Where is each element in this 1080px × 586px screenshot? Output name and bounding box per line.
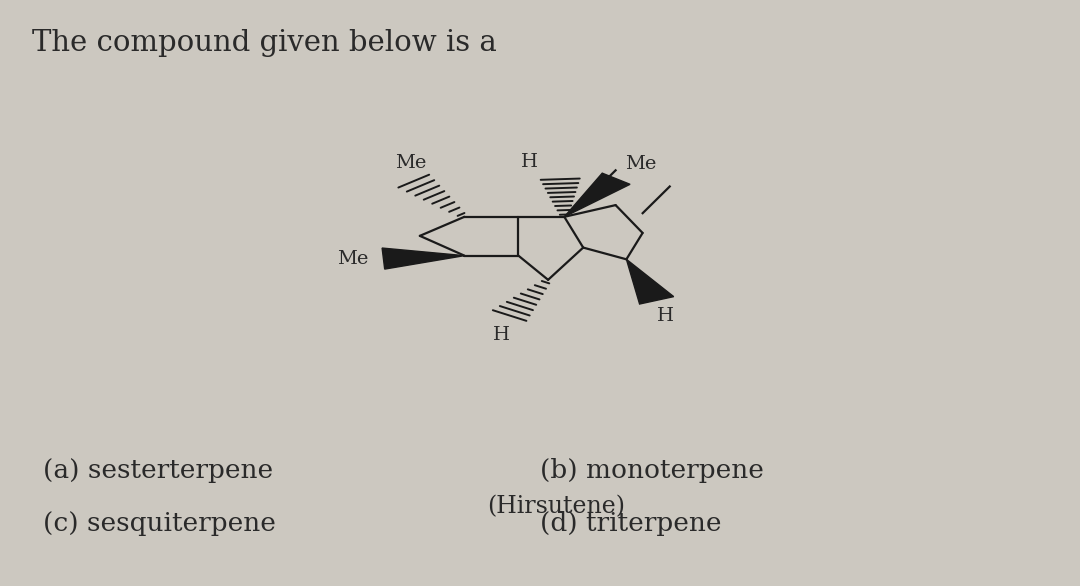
- Text: (b) monoterpene: (b) monoterpene: [540, 458, 764, 483]
- Text: H: H: [522, 153, 538, 171]
- Text: Me: Me: [337, 250, 368, 268]
- Text: (c) sesquiterpene: (c) sesquiterpene: [43, 511, 276, 536]
- Text: H: H: [494, 326, 510, 344]
- Polygon shape: [626, 259, 674, 304]
- Text: Me: Me: [394, 154, 427, 172]
- Text: (a) sesterterpene: (a) sesterterpene: [43, 458, 273, 483]
- Text: H: H: [657, 307, 674, 325]
- Polygon shape: [564, 173, 630, 217]
- Text: The compound given below is a: The compound given below is a: [32, 29, 497, 57]
- Polygon shape: [382, 248, 464, 269]
- Text: (d) triterpene: (d) triterpene: [540, 511, 721, 536]
- Text: Me: Me: [624, 155, 657, 173]
- Text: (Hirsutene): (Hirsutene): [487, 495, 625, 518]
